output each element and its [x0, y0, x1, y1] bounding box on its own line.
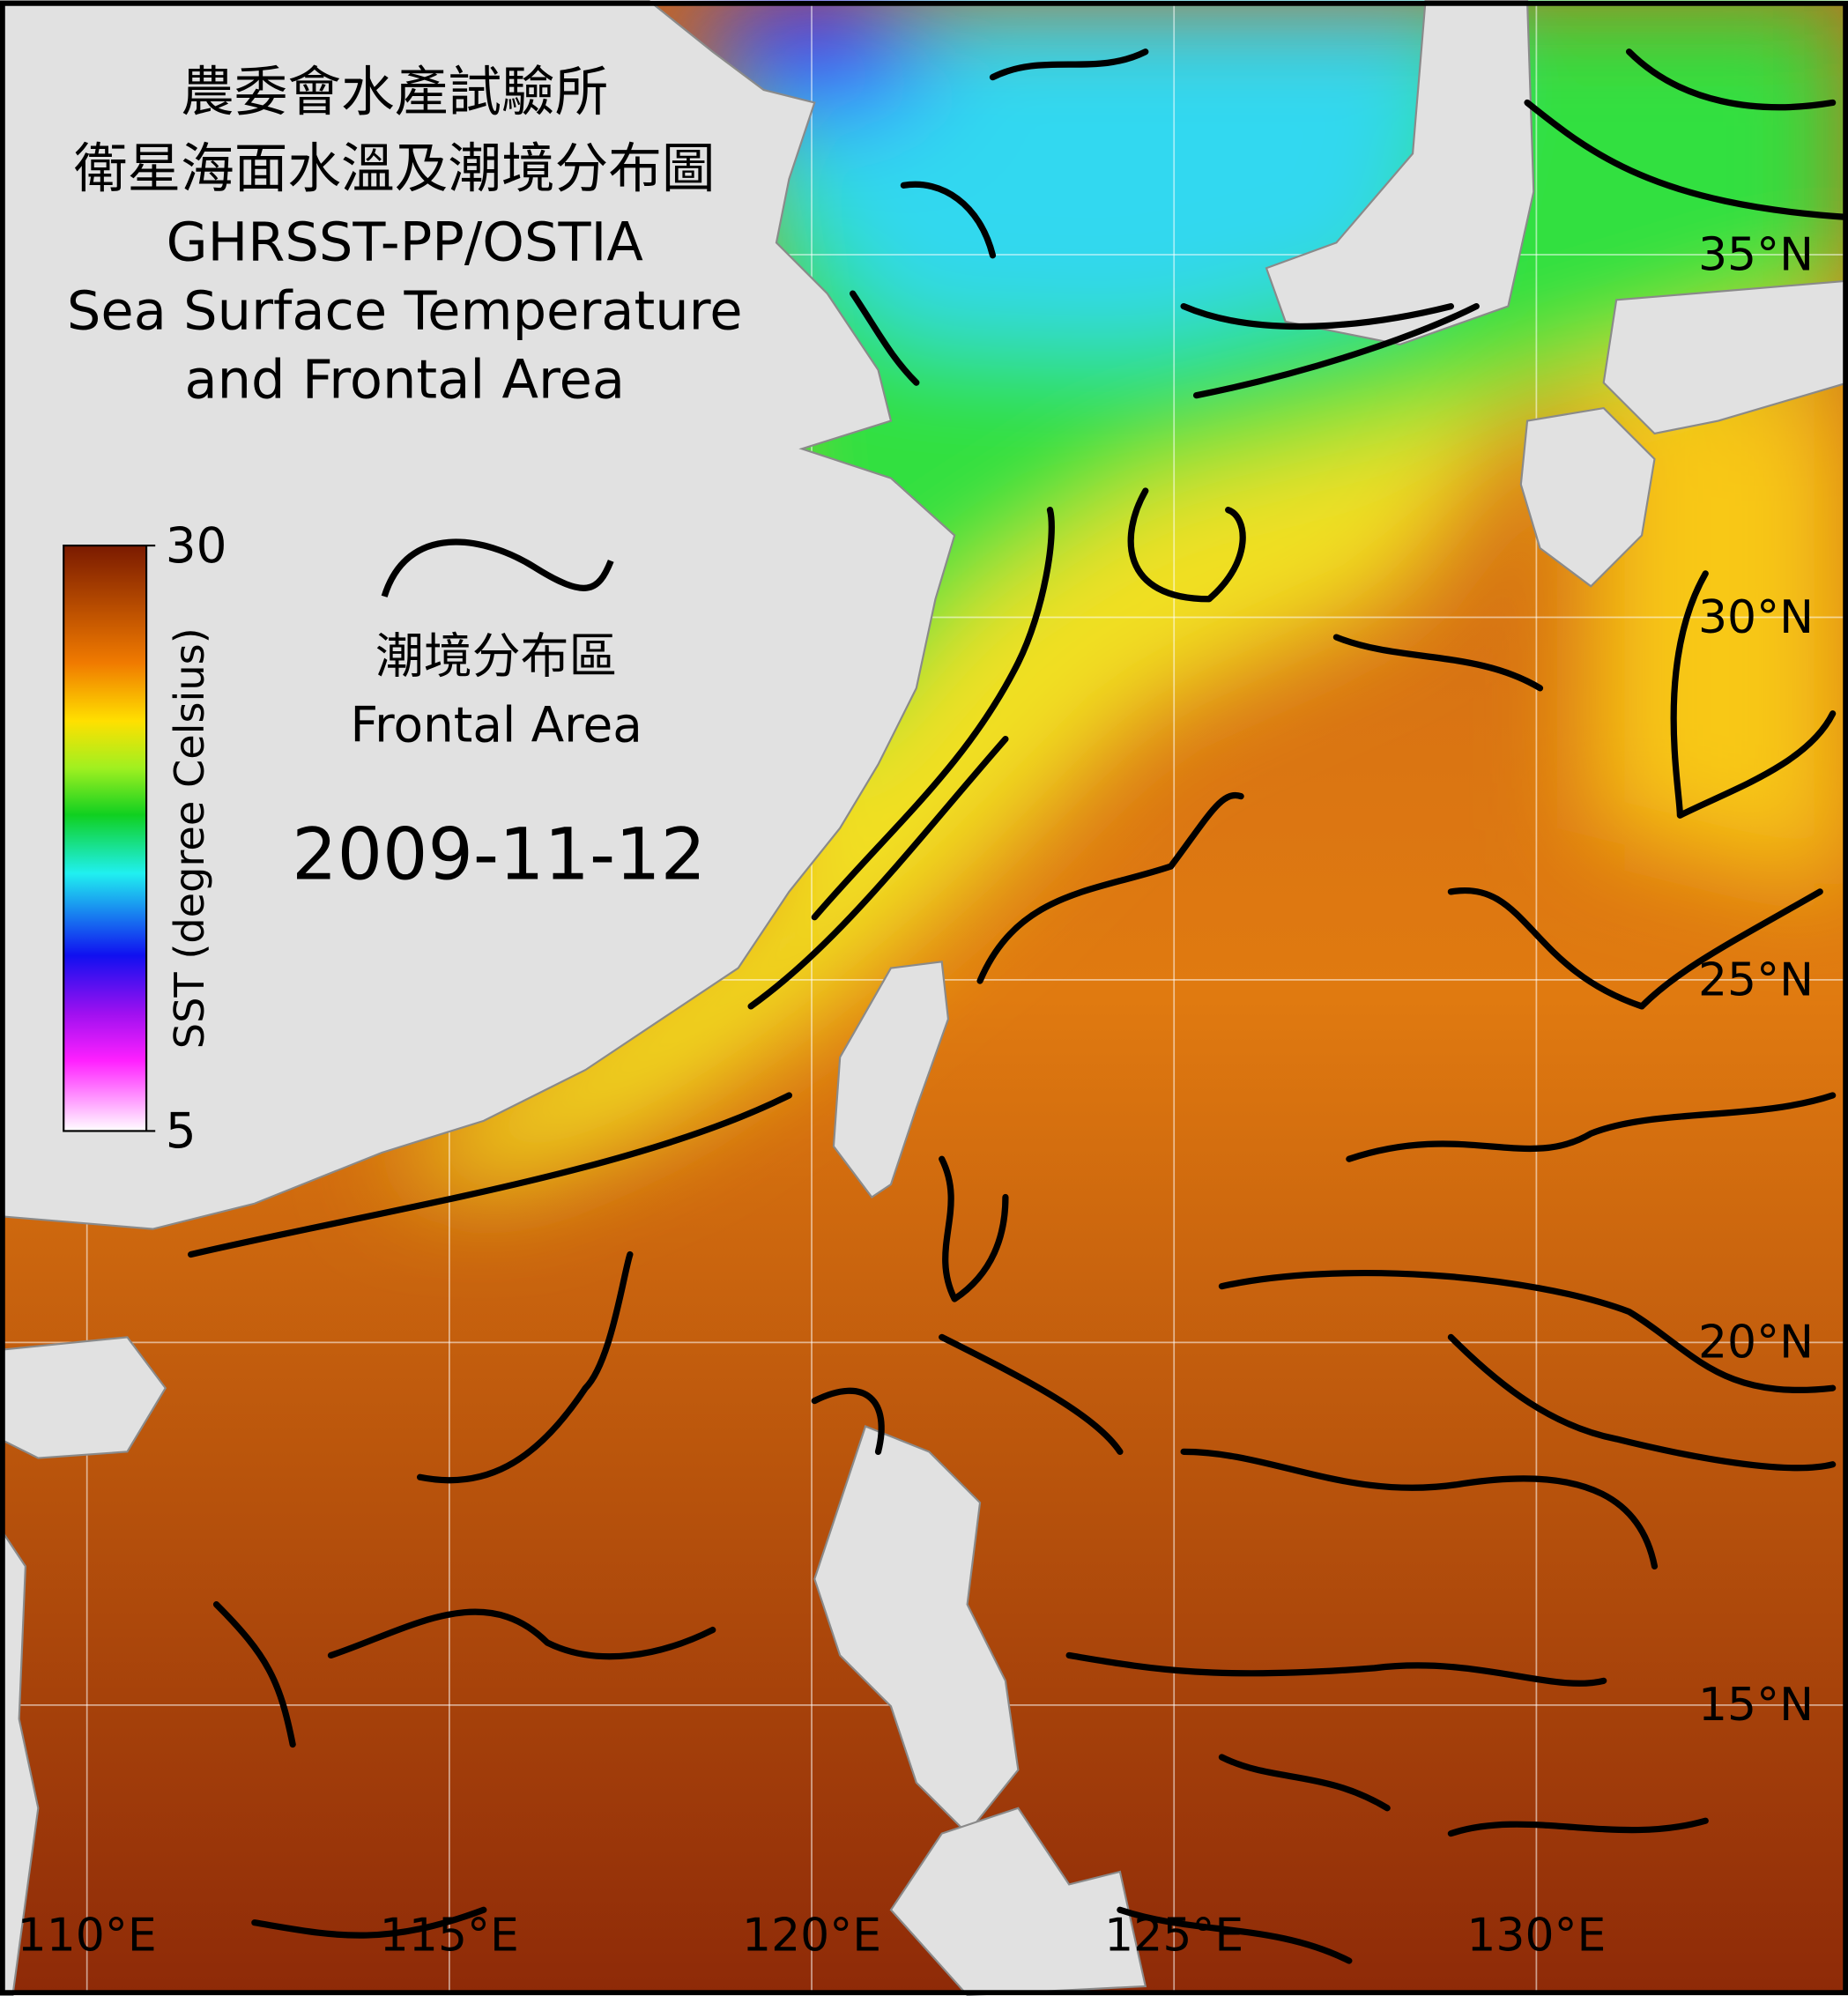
lat-label: 25°N [1698, 953, 1814, 1006]
colorbar-ticks: 5 30 [146, 517, 227, 1159]
china-coast [0, 0, 956, 1230]
taiwan [832, 961, 950, 1198]
korea [1265, 0, 1535, 346]
colorbar-label: SST (degree Celsius) [166, 627, 213, 1049]
title-line: Sea Surface Temperature [67, 281, 743, 343]
hainan [0, 1336, 167, 1459]
lat-label: 35°N [1698, 228, 1814, 281]
title-line: 衛星海面水溫及潮境分布圖 [74, 138, 716, 200]
colorbar-tick-label: 5 [166, 1102, 197, 1159]
lon-label: 130°E [1466, 1909, 1606, 1962]
lon-label: 110°E [18, 1909, 157, 1962]
lon-label: 120°E [742, 1909, 881, 1962]
lat-label: 30°N [1698, 591, 1814, 644]
legend-label-zh: 潮境分布區 [375, 628, 617, 685]
visayas [889, 1807, 1147, 1996]
kyushu [1519, 406, 1656, 588]
legend-label-en: Frontal Area [351, 696, 642, 753]
lon-label: 125°E [1104, 1909, 1243, 1962]
title-line: GHRSST-PP/OSTIA [167, 212, 643, 274]
date: 2009-11-12 [292, 813, 706, 896]
legend-line [381, 538, 614, 597]
frontal-lines [188, 48, 1848, 1964]
title-line: and Frontal Area [184, 350, 625, 412]
lon-label: 115°E [380, 1909, 519, 1962]
colorbar [63, 544, 148, 1132]
indochina [0, 1526, 40, 1996]
title: 農委會水產試驗所 衛星海面水溫及潮境分布圖 GHRSST-PP/OSTIA Se… [67, 62, 743, 411]
lat-label: 20°N [1698, 1317, 1814, 1369]
colorbar-tick-label: 30 [166, 517, 227, 574]
title-line: 農委會水產試驗所 [181, 62, 608, 123]
lat-label: 15°N [1698, 1679, 1814, 1732]
honshu [1602, 279, 1848, 435]
